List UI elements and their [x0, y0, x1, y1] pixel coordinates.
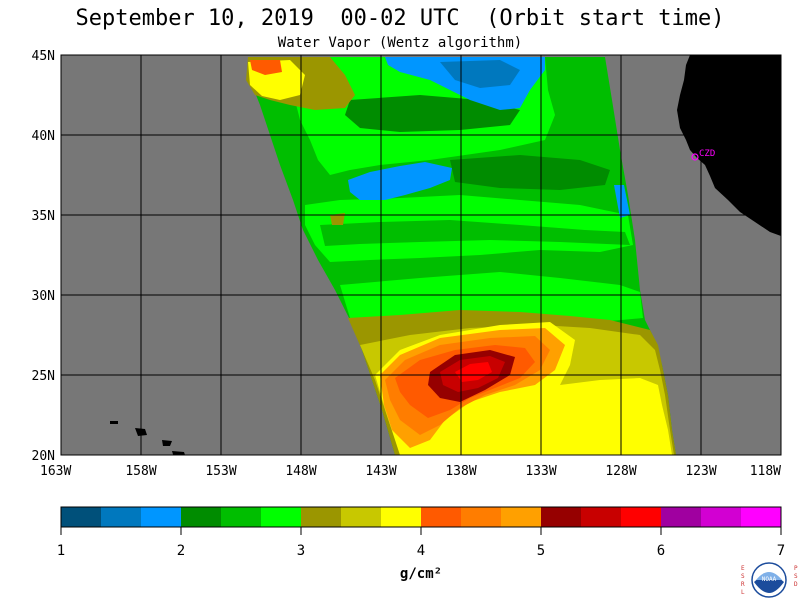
moist-orange-northwest — [250, 60, 282, 75]
hawaiian-island-maui — [162, 440, 172, 446]
colorbar-swatches — [61, 507, 782, 527]
colorbar-swatch — [381, 507, 422, 527]
noaa-logo-sky-shape — [756, 572, 782, 580]
colorbar-tick-label: 2 — [177, 543, 185, 559]
colorbar-swatch — [621, 507, 662, 527]
colorbar-swatch — [261, 507, 302, 527]
colorbar-tick-label: 1 — [57, 543, 65, 559]
colorbar-swatch — [221, 507, 262, 527]
colorbar-swatch — [461, 507, 502, 527]
colorbar-tick-label: 3 — [297, 543, 305, 559]
colorbar-swatch — [661, 507, 702, 527]
latitude-labels: 45N 40N 35N 30N 25N 20N — [32, 49, 55, 464]
colorbar-tick-label: 7 — [777, 543, 785, 559]
longitude-label: 148W — [285, 464, 316, 479]
colorbar-swatch — [301, 507, 342, 527]
colorbar-swatch — [141, 507, 182, 527]
swath-dark-green-north — [345, 95, 520, 132]
dry-patch-north-core — [440, 60, 520, 88]
map-title: September 10, 2019 00-02 UTC (Orbit star… — [75, 6, 725, 31]
colorbar-swatch — [541, 507, 582, 527]
station-icon — [691, 153, 699, 161]
colorbar-swatch — [341, 507, 382, 527]
swath-dark-green-mid — [450, 155, 610, 190]
station-marker-czd: CZD — [691, 149, 715, 161]
dry-patch-east — [614, 185, 630, 218]
colorbar-swatch — [61, 507, 102, 527]
colorbar-ticks: 1 2 3 4 5 6 7 — [57, 527, 785, 559]
longitude-label: 133W — [525, 464, 556, 479]
latitude-label: 25N — [32, 369, 55, 384]
longitude-label: 158W — [125, 464, 156, 479]
latitude-label: 40N — [32, 129, 55, 144]
latitude-label: 35N — [32, 209, 55, 224]
map-frame — [60, 54, 782, 456]
latitude-label: 45N — [32, 49, 55, 64]
hawaiian-island-big-island — [172, 451, 185, 455]
colorbar-swatch — [741, 507, 782, 527]
colorbar: 1 2 3 4 5 6 7 g/cm² — [57, 506, 785, 582]
colorbar-swatch — [421, 507, 462, 527]
colorbar-swatch — [101, 507, 142, 527]
west-coast-north-america — [677, 55, 781, 236]
longitude-label: 143W — [365, 464, 396, 479]
swath-bright-green-south — [340, 272, 643, 325]
colorbar-swatch — [181, 507, 222, 527]
colorbar-tick-label: 5 — [537, 543, 545, 559]
dry-patch-mid — [348, 162, 452, 200]
land-masses — [110, 55, 781, 455]
longitude-labels: 163W 158W 153W 148W 143W 138W 133W 128W 123W 118W — [40, 464, 781, 479]
longitude-label: 138W — [445, 464, 476, 479]
station-label: CZD — [699, 149, 715, 159]
longitude-label: 153W — [205, 464, 236, 479]
moist-bright-red-center — [455, 362, 492, 382]
noaa-logo-text: NOAA — [762, 576, 777, 583]
colorbar-tick-label: 6 — [657, 543, 665, 559]
hawaiian-island-kauai — [110, 421, 118, 424]
colorbar-swatch — [501, 507, 542, 527]
longitude-label: 128W — [605, 464, 636, 479]
swath-green-streak — [320, 220, 630, 246]
moist-olive-speck — [330, 213, 345, 225]
map-subtitle: Water Vapor (Wentz algorithm) — [277, 35, 523, 51]
water-vapor-swath — [246, 57, 676, 455]
latitude-label: 30N — [32, 289, 55, 304]
colorbar-swatch — [701, 507, 742, 527]
longitude-label: 118W — [750, 464, 781, 479]
colorbar-swatch — [581, 507, 622, 527]
colorbar-units: g/cm² — [400, 566, 442, 582]
map-area — [61, 55, 781, 455]
longitude-label: 123W — [685, 464, 716, 479]
latitude-label: 20N — [32, 449, 55, 464]
lat-lon-grid — [61, 55, 781, 455]
longitude-label: 163W — [40, 464, 71, 479]
colorbar-tick-label: 4 — [417, 543, 425, 559]
